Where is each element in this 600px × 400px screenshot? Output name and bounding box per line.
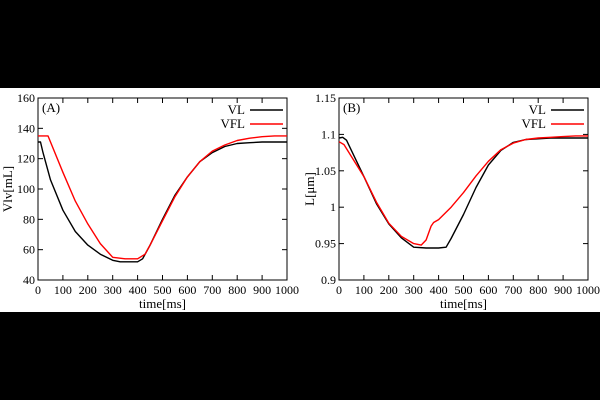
panel-a-y-tick-label: 160: [17, 91, 35, 105]
panel-a-label: (A): [42, 100, 60, 115]
panel-b-x-tick-label: 900: [554, 283, 572, 297]
panel-b-y-tick-label: 0.95: [315, 237, 336, 251]
panel-b-y-axis-label: L[μm]: [302, 172, 317, 206]
panel-a-legend-label: VL: [228, 102, 245, 117]
panel-b-series-vfl: [338, 135, 588, 246]
panel-a-x-tick-label: 300: [104, 283, 122, 297]
panel-b-y-tick-label: 1.1: [321, 127, 336, 141]
panel-a-x-tick-label: 500: [154, 283, 172, 297]
panel-a-series-vfl: [38, 135, 287, 260]
panel-a-y-tick-label: 40: [23, 273, 35, 287]
panel-b-y-tick-label: 1.15: [315, 91, 336, 105]
panel-b-y-tick-label: 1.05: [315, 164, 336, 178]
panel-b-x-tick-label: 100: [355, 283, 373, 297]
panel-b-x-tick-label: 600: [479, 283, 497, 297]
panel-a-x-tick-label: 900: [253, 283, 271, 297]
panel-a-plot-frame: [37, 97, 288, 281]
panel-a-y-tick-label: 140: [17, 121, 35, 135]
panel-b-x-tick-label: 200: [380, 283, 398, 297]
panel-a-series-vl: [38, 141, 287, 263]
panel-a-x-tick-label: 400: [129, 283, 147, 297]
panel-a-x-tick-label: 600: [178, 283, 196, 297]
panel-b-x-tick-label: 1000: [576, 283, 600, 297]
panel-a-x-tick-label: 200: [79, 283, 97, 297]
panel-b-x-tick-label: 0: [336, 283, 342, 297]
panel-a-x-axis-label: time[ms]: [139, 296, 186, 311]
panel-a-x-tick-label: 0: [35, 283, 41, 297]
panel-a-y-axis-label: Vlv[mL]: [0, 166, 15, 212]
panel-b-label: (B): [343, 100, 360, 115]
line-charts: 0 100 200 300 400 500 600 700 800 900 100040608010…: [0, 91, 600, 311]
panel-b-x-tick-label: 500: [455, 283, 473, 297]
panel-b-x-tick-label: 400: [430, 283, 448, 297]
panel-b-legend-label: VL: [529, 102, 546, 117]
panel-a-x-tick-label: 700: [203, 283, 221, 297]
panel-a-y-tick-label: 60: [23, 243, 35, 257]
panel-b-x-tick-label: 300: [405, 283, 423, 297]
panel-a-y-tick-label: 100: [17, 182, 35, 196]
panel-b-legend-label: VFL: [521, 116, 546, 131]
panel-b-x-tick-label: 700: [504, 283, 522, 297]
panel-a-y-tick-label: 120: [17, 152, 35, 166]
panel-a-legend-label: VFL: [220, 116, 245, 131]
panel-b-x-axis-label: time[ms]: [440, 296, 487, 311]
panel-b-plot-frame: [338, 97, 589, 281]
panel-b-y-tick-label: 1: [330, 200, 336, 214]
panel-a-x-tick-label: 1000: [275, 283, 299, 297]
panel-a-y-tick-label: 80: [23, 212, 35, 226]
figure-panel: 0 100 200 300 400 500 600 700 800 900 1000 40 60 80 10…: [0, 88, 600, 312]
panel-a-x-tick-label: 800: [228, 283, 246, 297]
panel-b-y-tick-label: 0.9: [321, 273, 336, 287]
panel-a-x-tick-label: 100: [54, 283, 72, 297]
panel-b-x-tick-label: 800: [529, 283, 547, 297]
